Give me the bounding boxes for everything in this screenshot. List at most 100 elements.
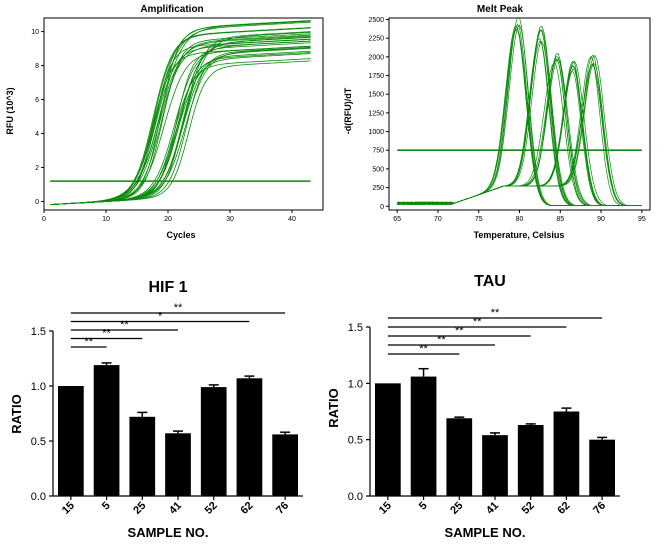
amplification-curve	[50, 40, 311, 205]
hif1-xlabel: SAMPLE NO.	[128, 525, 209, 540]
melt-peak-y-tick-label: 500	[372, 166, 384, 173]
hif-x-tick-label: 62	[238, 500, 255, 517]
melt-peak-x-ticks: 65 70 75 80 85 90 95	[393, 210, 646, 223]
hif-bar[interactable]	[272, 434, 298, 496]
melt-peak-y-tick-label: 0	[380, 204, 384, 211]
amplification-xlabel: Cycles	[166, 230, 195, 240]
melt-peak-x-tick-label: 80	[516, 216, 524, 223]
hif1-title: HIF 1	[148, 279, 187, 296]
melt-peak-chart: Melt Peak Temperature, Celsius -d(RFU)/d…	[343, 4, 651, 240]
hif-significance-label: *	[158, 311, 163, 323]
tau-bar[interactable]	[589, 439, 615, 496]
melt-peak-curve	[397, 25, 642, 206]
tau-title: TAU	[474, 273, 506, 290]
tau-bar[interactable]	[517, 425, 544, 496]
melt-peak-curve	[397, 54, 642, 206]
hif-x-tick-label: 5	[100, 500, 113, 513]
melt-peak-x-tick-label: 70	[434, 216, 442, 223]
tau-bar[interactable]	[482, 435, 508, 496]
hif-significance-label: **	[102, 328, 111, 340]
amplification-x-tick-label: 20	[164, 216, 172, 223]
tau-significance-label: **	[437, 334, 446, 346]
hif-significance-label: **	[120, 319, 129, 331]
amplification-y-tick-label: 4	[35, 131, 39, 138]
melt-peak-ylabel: -d(RFU)/dT	[343, 87, 353, 134]
hif-x-tick-label: 76	[274, 500, 291, 517]
hif1-ylabel: RATIO	[9, 394, 24, 433]
melt-peak-curve	[397, 54, 642, 206]
tau-x-tick-label: 25	[448, 500, 465, 517]
tau-bar[interactable]	[446, 418, 473, 496]
melt-peak-y-tick-label: 2000	[368, 54, 384, 61]
hif-bar[interactable]	[58, 386, 84, 496]
melt-peak-curve	[397, 58, 642, 206]
hif-x-tick-label: 52	[203, 500, 220, 517]
melt-peak-x-tick-label: 90	[597, 216, 605, 223]
tau-x-tick-label: 5	[417, 500, 430, 513]
tau-xlabel: SAMPLE NO.	[445, 525, 526, 540]
amplification-y-ticks: 0 2 4 6 8 10	[31, 29, 44, 206]
melt-peak-curve	[397, 58, 642, 206]
tau-significance-label: **	[455, 325, 464, 337]
melt-peak-x-tick-label: 85	[556, 216, 564, 223]
amplification-curve	[50, 42, 311, 205]
hif1-x-ticks: 15 5 25 41 52 62 76	[60, 496, 291, 517]
amplification-plot-area	[43, 17, 324, 211]
tau-x-tick-label: 52	[520, 500, 537, 517]
melt-peak-x-tick-label: 95	[638, 216, 646, 223]
tau-y-tick-label: 0.5	[348, 435, 363, 447]
hif-bar[interactable]	[200, 387, 227, 496]
tau-significance-label: **	[491, 307, 500, 319]
hif-x-tick-label: 25	[131, 500, 148, 517]
melt-peak-curve	[397, 58, 642, 206]
hif-bar[interactable]	[165, 433, 191, 496]
tau-x-ticks: 15 5 25 41 52 62 76	[377, 496, 608, 517]
melt-peak-curve	[397, 29, 642, 206]
melt-peak-y-ticks: 0 250 500 750 1000 1250 1500 1750 2000 2250 2500	[368, 17, 389, 211]
hif-bar[interactable]	[93, 365, 120, 496]
tau-x-tick-label: 41	[484, 500, 501, 517]
melt-peak-y-tick-label: 2500	[368, 17, 384, 24]
melt-peak-x-tick-label: 75	[475, 216, 483, 223]
amplification-chart: Amplification Cycles RFU (10^3) 0 10 20 30 4…	[5, 4, 324, 240]
melt-peak-curve	[397, 63, 642, 206]
amplification-frame	[43, 17, 324, 211]
melt-peak-curve	[397, 56, 642, 206]
amplification-ylabel: RFU (10^3)	[5, 87, 15, 134]
melt-peak-curve	[397, 60, 642, 206]
amplification-y-tick-label: 8	[35, 63, 39, 70]
melt-peak-curve	[397, 29, 642, 206]
melt-peak-curves	[397, 17, 642, 206]
melt-peak-curve	[397, 56, 642, 206]
melt-peak-y-tick-label: 250	[372, 185, 384, 192]
tau-x-tick-label: 15	[377, 500, 394, 517]
melt-peak-curve	[397, 60, 642, 206]
melt-peak-curve	[397, 23, 642, 206]
tau-bar[interactable]	[553, 411, 580, 497]
hif-y-tick-label: 1.0	[31, 381, 46, 393]
tau-y-tick-label: 1.5	[348, 322, 363, 334]
hif-significance-label: **	[84, 336, 93, 348]
hif-x-tick-label: 15	[60, 500, 77, 517]
amplification-curve	[50, 53, 311, 205]
hif-significance-label: **	[174, 302, 183, 314]
tau-significance-label: **	[419, 343, 428, 355]
amplification-x-ticks: 0 10 20 30 40	[42, 210, 296, 223]
tau-bar[interactable]	[410, 376, 437, 496]
hif1-significance: *********	[70, 302, 286, 348]
hif-x-tick-label: 41	[167, 500, 184, 517]
melt-peak-title: Melt Peak	[477, 4, 524, 15]
melt-peak-y-tick-label: 1250	[368, 110, 384, 117]
hif-bar[interactable]	[236, 378, 263, 496]
hif-bar[interactable]	[129, 416, 156, 496]
amplification-title: Amplification	[140, 4, 203, 15]
melt-peak-curve	[397, 53, 642, 206]
tau-bars	[375, 367, 615, 497]
melt-peak-y-tick-label: 1000	[368, 129, 384, 136]
tau-chart: TAU SAMPLE NO. RATIO 0.00.51.01.5 15 5 25 4…	[326, 273, 620, 540]
melt-peak-x-tick-label: 65	[393, 216, 401, 223]
tau-y-tick-label: 0.0	[348, 491, 363, 503]
melt-peak-xlabel: Temperature, Celsius	[474, 230, 565, 240]
tau-y-ticks: 0.0 0.5 1.0 1.5	[348, 322, 370, 503]
tau-bar[interactable]	[375, 383, 401, 496]
